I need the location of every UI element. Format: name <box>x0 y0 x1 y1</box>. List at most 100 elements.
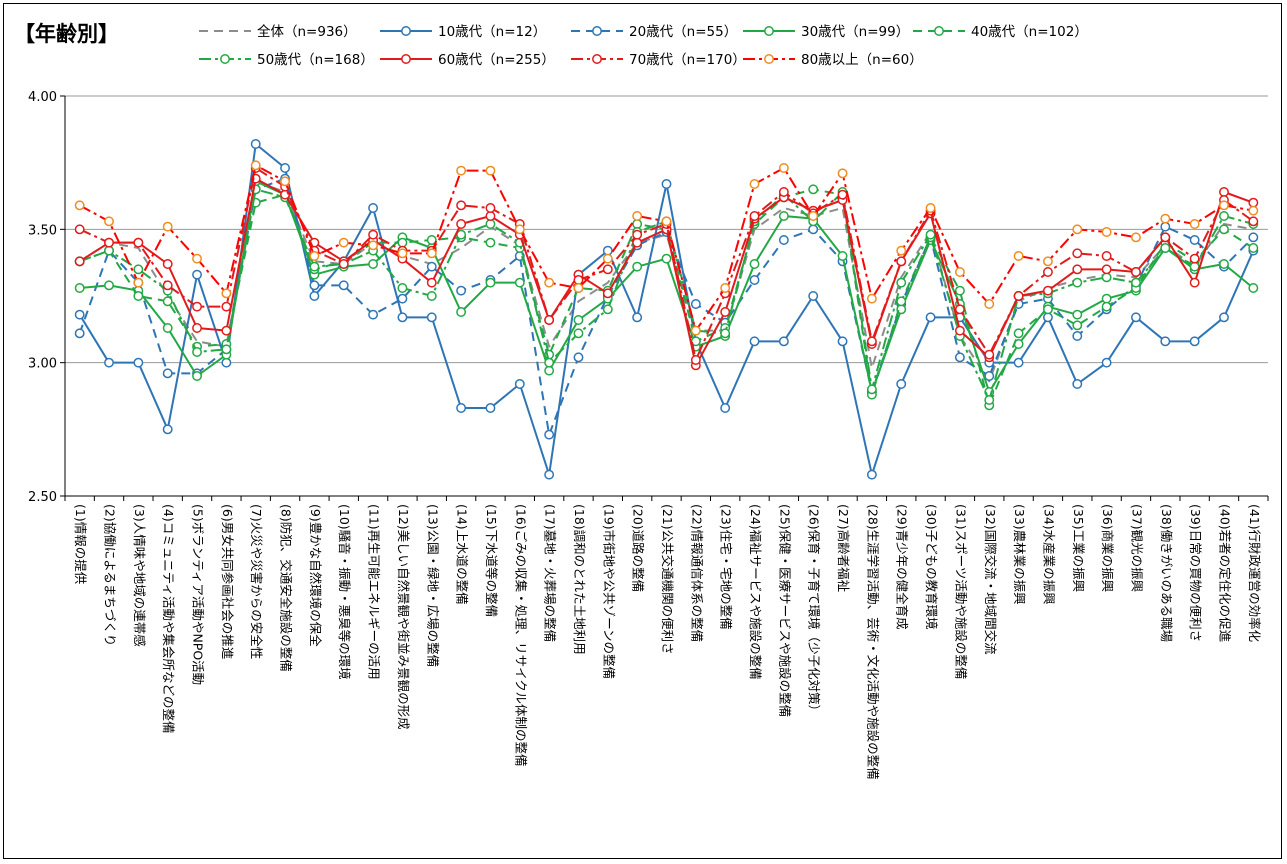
data-point <box>632 219 643 229</box>
chart-frame: 【年齢別】 <box>3 3 1282 859</box>
data-point <box>544 365 555 376</box>
data-point <box>778 235 789 245</box>
data-point <box>456 403 467 413</box>
data-point <box>280 176 291 187</box>
data-point <box>1219 200 1229 211</box>
data-point <box>192 269 202 280</box>
series-7 <box>74 173 1259 371</box>
data-point <box>104 357 114 368</box>
data-point <box>133 277 144 288</box>
data-point <box>192 301 202 312</box>
data-point <box>544 315 555 325</box>
data-point <box>632 237 643 248</box>
data-point <box>1101 251 1112 261</box>
data-point <box>1189 235 1200 245</box>
data-point <box>426 312 437 323</box>
data-point <box>162 280 173 291</box>
data-point <box>720 283 731 293</box>
data-point <box>1219 224 1229 235</box>
legend-item: 20歳代（n=55） <box>571 24 737 40</box>
data-point <box>162 368 173 379</box>
data-point <box>632 211 643 221</box>
data-point <box>632 261 643 272</box>
data-point <box>368 240 379 251</box>
data-point <box>280 163 291 173</box>
data-point <box>1072 331 1083 341</box>
data-point <box>485 219 496 229</box>
data-point <box>1160 213 1171 224</box>
x-tick-label: (35)工業の振興 <box>1071 504 1086 592</box>
data-point <box>192 347 202 357</box>
data-point <box>1248 283 1259 293</box>
data-point <box>896 256 907 267</box>
data-point <box>74 256 85 267</box>
data-point <box>573 328 584 339</box>
data-point <box>309 280 320 291</box>
data-point <box>720 328 731 339</box>
data-point <box>1042 256 1053 267</box>
legend-label: 60歳代（n=255） <box>438 52 555 68</box>
x-tick-label: (39)日常の買物の便利さ <box>1188 504 1203 642</box>
data-point <box>720 403 731 413</box>
data-point <box>896 245 907 256</box>
data-point <box>778 187 789 197</box>
data-point <box>954 325 965 336</box>
data-point <box>192 323 202 333</box>
data-point <box>1160 243 1171 253</box>
data-point <box>1248 197 1259 208</box>
data-point <box>896 296 907 307</box>
data-point <box>221 301 232 312</box>
data-point <box>544 429 555 440</box>
data-point <box>1101 293 1112 304</box>
data-point <box>632 312 643 323</box>
data-point <box>1013 251 1024 261</box>
legend-marker <box>592 54 602 64</box>
data-point <box>954 352 965 363</box>
data-point <box>368 259 379 269</box>
x-tick-label: (38)働きがいのある職場 <box>1159 504 1174 642</box>
data-point <box>368 309 379 320</box>
data-point <box>1042 285 1053 296</box>
x-tick-label: (30)子どもの教育環境 <box>924 504 939 630</box>
data-point <box>925 203 936 213</box>
legend-marker <box>592 26 602 36</box>
data-point <box>426 248 437 259</box>
data-point <box>485 403 496 413</box>
data-point <box>104 280 114 291</box>
data-point <box>837 251 848 261</box>
data-point <box>778 336 789 347</box>
data-point <box>720 307 731 317</box>
data-point <box>1072 379 1083 389</box>
data-point <box>602 253 613 264</box>
data-point <box>1072 248 1083 259</box>
data-point <box>1189 219 1200 229</box>
data-point <box>1189 253 1200 264</box>
data-point <box>74 309 85 320</box>
legend-marker <box>401 26 411 36</box>
legend-marker <box>401 54 411 64</box>
data-point <box>1219 312 1229 323</box>
legend-marker <box>764 26 774 36</box>
chart-title: 【年齢別】 <box>14 22 119 46</box>
data-point <box>162 424 173 435</box>
data-point <box>602 288 613 299</box>
data-point <box>1131 267 1141 277</box>
data-point <box>162 296 173 307</box>
x-tick-label: (25)保健・医療サービスや施設の整備 <box>777 504 792 717</box>
data-point <box>866 469 877 480</box>
legend-label: 30歳代（n=99） <box>801 24 909 40</box>
data-point <box>397 237 408 248</box>
x-tick-label: (22)情報通信体系の整備 <box>689 504 704 642</box>
data-point <box>456 219 467 229</box>
data-point <box>133 264 144 275</box>
data-point <box>104 237 114 248</box>
data-point <box>250 160 261 171</box>
x-tick-label: (24)福祉サービスや施設の整備 <box>748 504 763 680</box>
data-point <box>221 288 232 299</box>
x-tick-label: (20)道路の整備 <box>631 504 646 592</box>
data-point <box>192 253 202 264</box>
data-point <box>485 237 496 248</box>
x-tick-label: (29)青少年の健全育成 <box>895 504 910 630</box>
legend-marker <box>934 26 944 36</box>
data-point <box>749 179 760 189</box>
